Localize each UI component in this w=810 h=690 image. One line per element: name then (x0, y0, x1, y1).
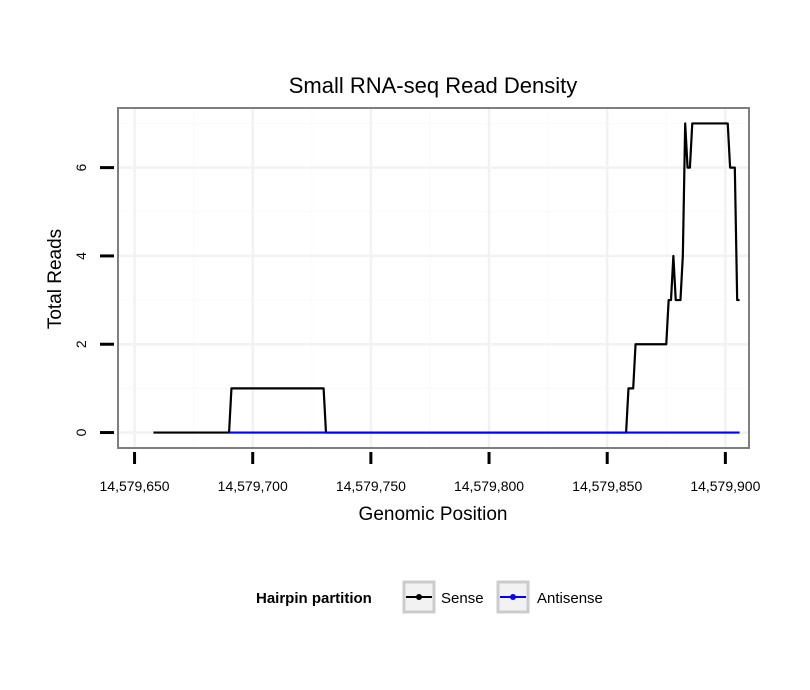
legend-label-antisense: Antisense (537, 590, 603, 607)
x-tick-label: 14,579,900 (690, 478, 760, 494)
x-tick-label: 14,579,800 (454, 478, 524, 494)
y-tick-label: 2 (73, 340, 89, 348)
x-axis: 14,579,650 14,579,700 14,579,750 14,579,800… (100, 452, 761, 494)
minor-gridlines (118, 108, 749, 448)
legend-label-sense: Sense (441, 590, 484, 607)
y-tick-label: 0 (73, 428, 89, 436)
legend-title: Hairpin partition (256, 590, 372, 607)
y-tick-label: 4 (73, 252, 89, 260)
plot-border (117, 107, 750, 449)
legend-antisense-marker (510, 594, 516, 600)
x-tick-label: 14,579,700 (218, 478, 288, 494)
series-layer (153, 122, 740, 434)
y-tick-label: 6 (73, 164, 89, 172)
plot-panel (117, 107, 750, 449)
y-axis: 0 2 4 6 (73, 164, 114, 436)
major-gridlines (118, 108, 749, 448)
y-axis-title: Total Reads (45, 229, 66, 329)
legend: Hairpin partition Sense Antisense (256, 580, 603, 614)
x-tick-label: 14,579,650 (100, 478, 170, 494)
x-tick-label: 14,579,850 (572, 478, 642, 494)
chart-title: Small RNA-seq Read Density (289, 73, 578, 98)
plot-background (118, 108, 749, 448)
x-tick-label: 14,579,750 (336, 478, 406, 494)
x-axis-title: Genomic Position (359, 504, 508, 525)
legend-sense-marker (416, 594, 422, 600)
